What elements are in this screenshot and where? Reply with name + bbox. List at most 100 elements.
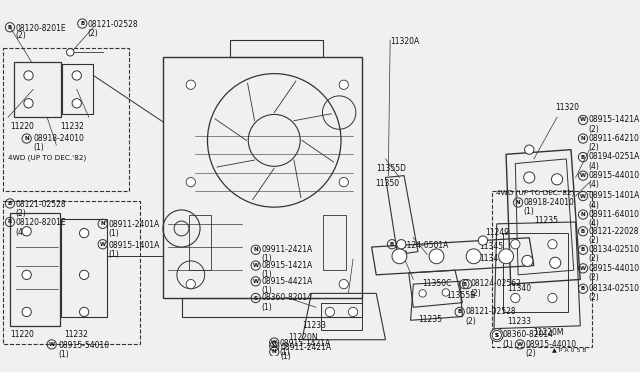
Circle shape <box>79 307 89 317</box>
Text: 11355D: 11355D <box>376 164 406 173</box>
Text: 08911-64210: 08911-64210 <box>589 134 639 143</box>
Text: 08124-02562: 08124-02562 <box>471 279 522 288</box>
Text: W: W <box>580 118 586 122</box>
Circle shape <box>22 227 31 236</box>
Text: 08915-1401A: 08915-1401A <box>589 191 640 201</box>
Text: (1): (1) <box>397 250 408 259</box>
Text: W: W <box>253 279 259 284</box>
Text: 08911-2421A: 08911-2421A <box>281 343 332 352</box>
Circle shape <box>24 99 33 108</box>
Text: 08121-22028: 08121-22028 <box>589 227 639 235</box>
Text: (1): (1) <box>281 352 291 361</box>
Text: 08911-64010: 08911-64010 <box>589 210 639 219</box>
Text: B: B <box>581 247 585 252</box>
Bar <box>503 233 568 312</box>
Text: W: W <box>49 342 55 347</box>
Circle shape <box>463 279 472 289</box>
Text: 08918-24010: 08918-24010 <box>524 198 575 207</box>
Circle shape <box>525 145 534 154</box>
Text: B: B <box>80 21 84 26</box>
Text: 08915-4421A: 08915-4421A <box>261 277 312 286</box>
Text: S: S <box>495 333 499 338</box>
Bar <box>321 303 362 330</box>
Text: B: B <box>462 282 467 286</box>
Text: 08915-1421A: 08915-1421A <box>589 115 640 124</box>
Bar <box>3 48 129 191</box>
Text: (1): (1) <box>108 250 119 259</box>
Text: (1): (1) <box>261 270 272 279</box>
Circle shape <box>22 307 31 317</box>
Text: 08918-24010: 08918-24010 <box>33 134 84 143</box>
Text: 4WD (UP TO DEC.'82): 4WD (UP TO DEC.'82) <box>496 189 574 196</box>
Text: (1): (1) <box>58 350 69 359</box>
Text: 4WD (UP TO DEC.'82): 4WD (UP TO DEC.'82) <box>8 154 86 161</box>
Text: 11233: 11233 <box>302 321 326 330</box>
Circle shape <box>466 249 481 264</box>
Circle shape <box>397 240 406 249</box>
Text: S: S <box>253 295 258 301</box>
Text: N: N <box>516 200 520 205</box>
Text: 08911-2401A: 08911-2401A <box>108 220 159 229</box>
Text: 11355B: 11355B <box>446 291 475 299</box>
Circle shape <box>72 71 81 80</box>
Text: 08120-8201E: 08120-8201E <box>15 218 66 227</box>
Circle shape <box>552 174 563 185</box>
Circle shape <box>548 240 557 249</box>
Circle shape <box>419 290 426 297</box>
Text: (1): (1) <box>33 143 44 152</box>
Bar <box>189 215 211 270</box>
Text: ▲ P A 0 5 8: ▲ P A 0 5 8 <box>552 347 587 352</box>
Text: (2): (2) <box>525 349 536 358</box>
Text: (1): (1) <box>502 340 513 349</box>
Text: (2): (2) <box>471 289 481 298</box>
Text: 11340: 11340 <box>507 284 531 293</box>
Text: 08121-02528: 08121-02528 <box>15 200 66 209</box>
Text: 11320A: 11320A <box>390 36 419 45</box>
Circle shape <box>442 289 449 296</box>
Text: 08360-82014: 08360-82014 <box>261 294 312 302</box>
Text: 09911-2421A: 09911-2421A <box>261 245 312 254</box>
Text: (2): (2) <box>15 209 26 218</box>
Circle shape <box>22 270 31 279</box>
Circle shape <box>550 257 561 268</box>
Text: (1): (1) <box>524 207 534 216</box>
Text: B: B <box>581 155 585 160</box>
Text: 11220: 11220 <box>10 122 34 131</box>
Circle shape <box>186 177 195 187</box>
Text: (4): (4) <box>15 228 26 237</box>
Text: 11345: 11345 <box>479 243 503 251</box>
Text: 11320: 11320 <box>556 103 579 112</box>
Text: S: S <box>495 333 499 338</box>
Text: (2): (2) <box>589 143 599 152</box>
Text: N: N <box>580 136 586 141</box>
Bar <box>323 215 346 270</box>
Text: 11249: 11249 <box>484 228 509 237</box>
Circle shape <box>548 294 557 303</box>
Circle shape <box>79 270 89 279</box>
Circle shape <box>511 240 520 249</box>
Text: (4): (4) <box>589 219 600 228</box>
Text: (2): (2) <box>589 273 599 282</box>
Text: (2): (2) <box>465 317 476 326</box>
Text: 08915-1421A: 08915-1421A <box>261 261 312 270</box>
Text: 11350: 11350 <box>375 179 399 188</box>
Text: 08915-1421A: 08915-1421A <box>280 339 331 348</box>
Text: (1): (1) <box>108 230 119 238</box>
Text: 08915-54010: 08915-54010 <box>58 341 109 350</box>
Text: W: W <box>580 173 586 178</box>
Text: (4): (4) <box>589 162 600 171</box>
Text: 11345: 11345 <box>479 254 503 263</box>
Text: 08121-02528: 08121-02528 <box>88 20 138 29</box>
Circle shape <box>511 294 520 303</box>
Circle shape <box>79 228 89 238</box>
Circle shape <box>72 99 81 108</box>
Text: (2): (2) <box>589 125 599 134</box>
Text: 08915-1401A: 08915-1401A <box>108 241 159 250</box>
Text: 11232: 11232 <box>60 122 84 131</box>
Text: N: N <box>253 247 258 252</box>
Bar <box>492 191 592 347</box>
Text: 08134-02510: 08134-02510 <box>589 284 639 293</box>
Text: N: N <box>24 136 29 141</box>
Circle shape <box>499 249 513 264</box>
Text: W: W <box>580 193 586 199</box>
